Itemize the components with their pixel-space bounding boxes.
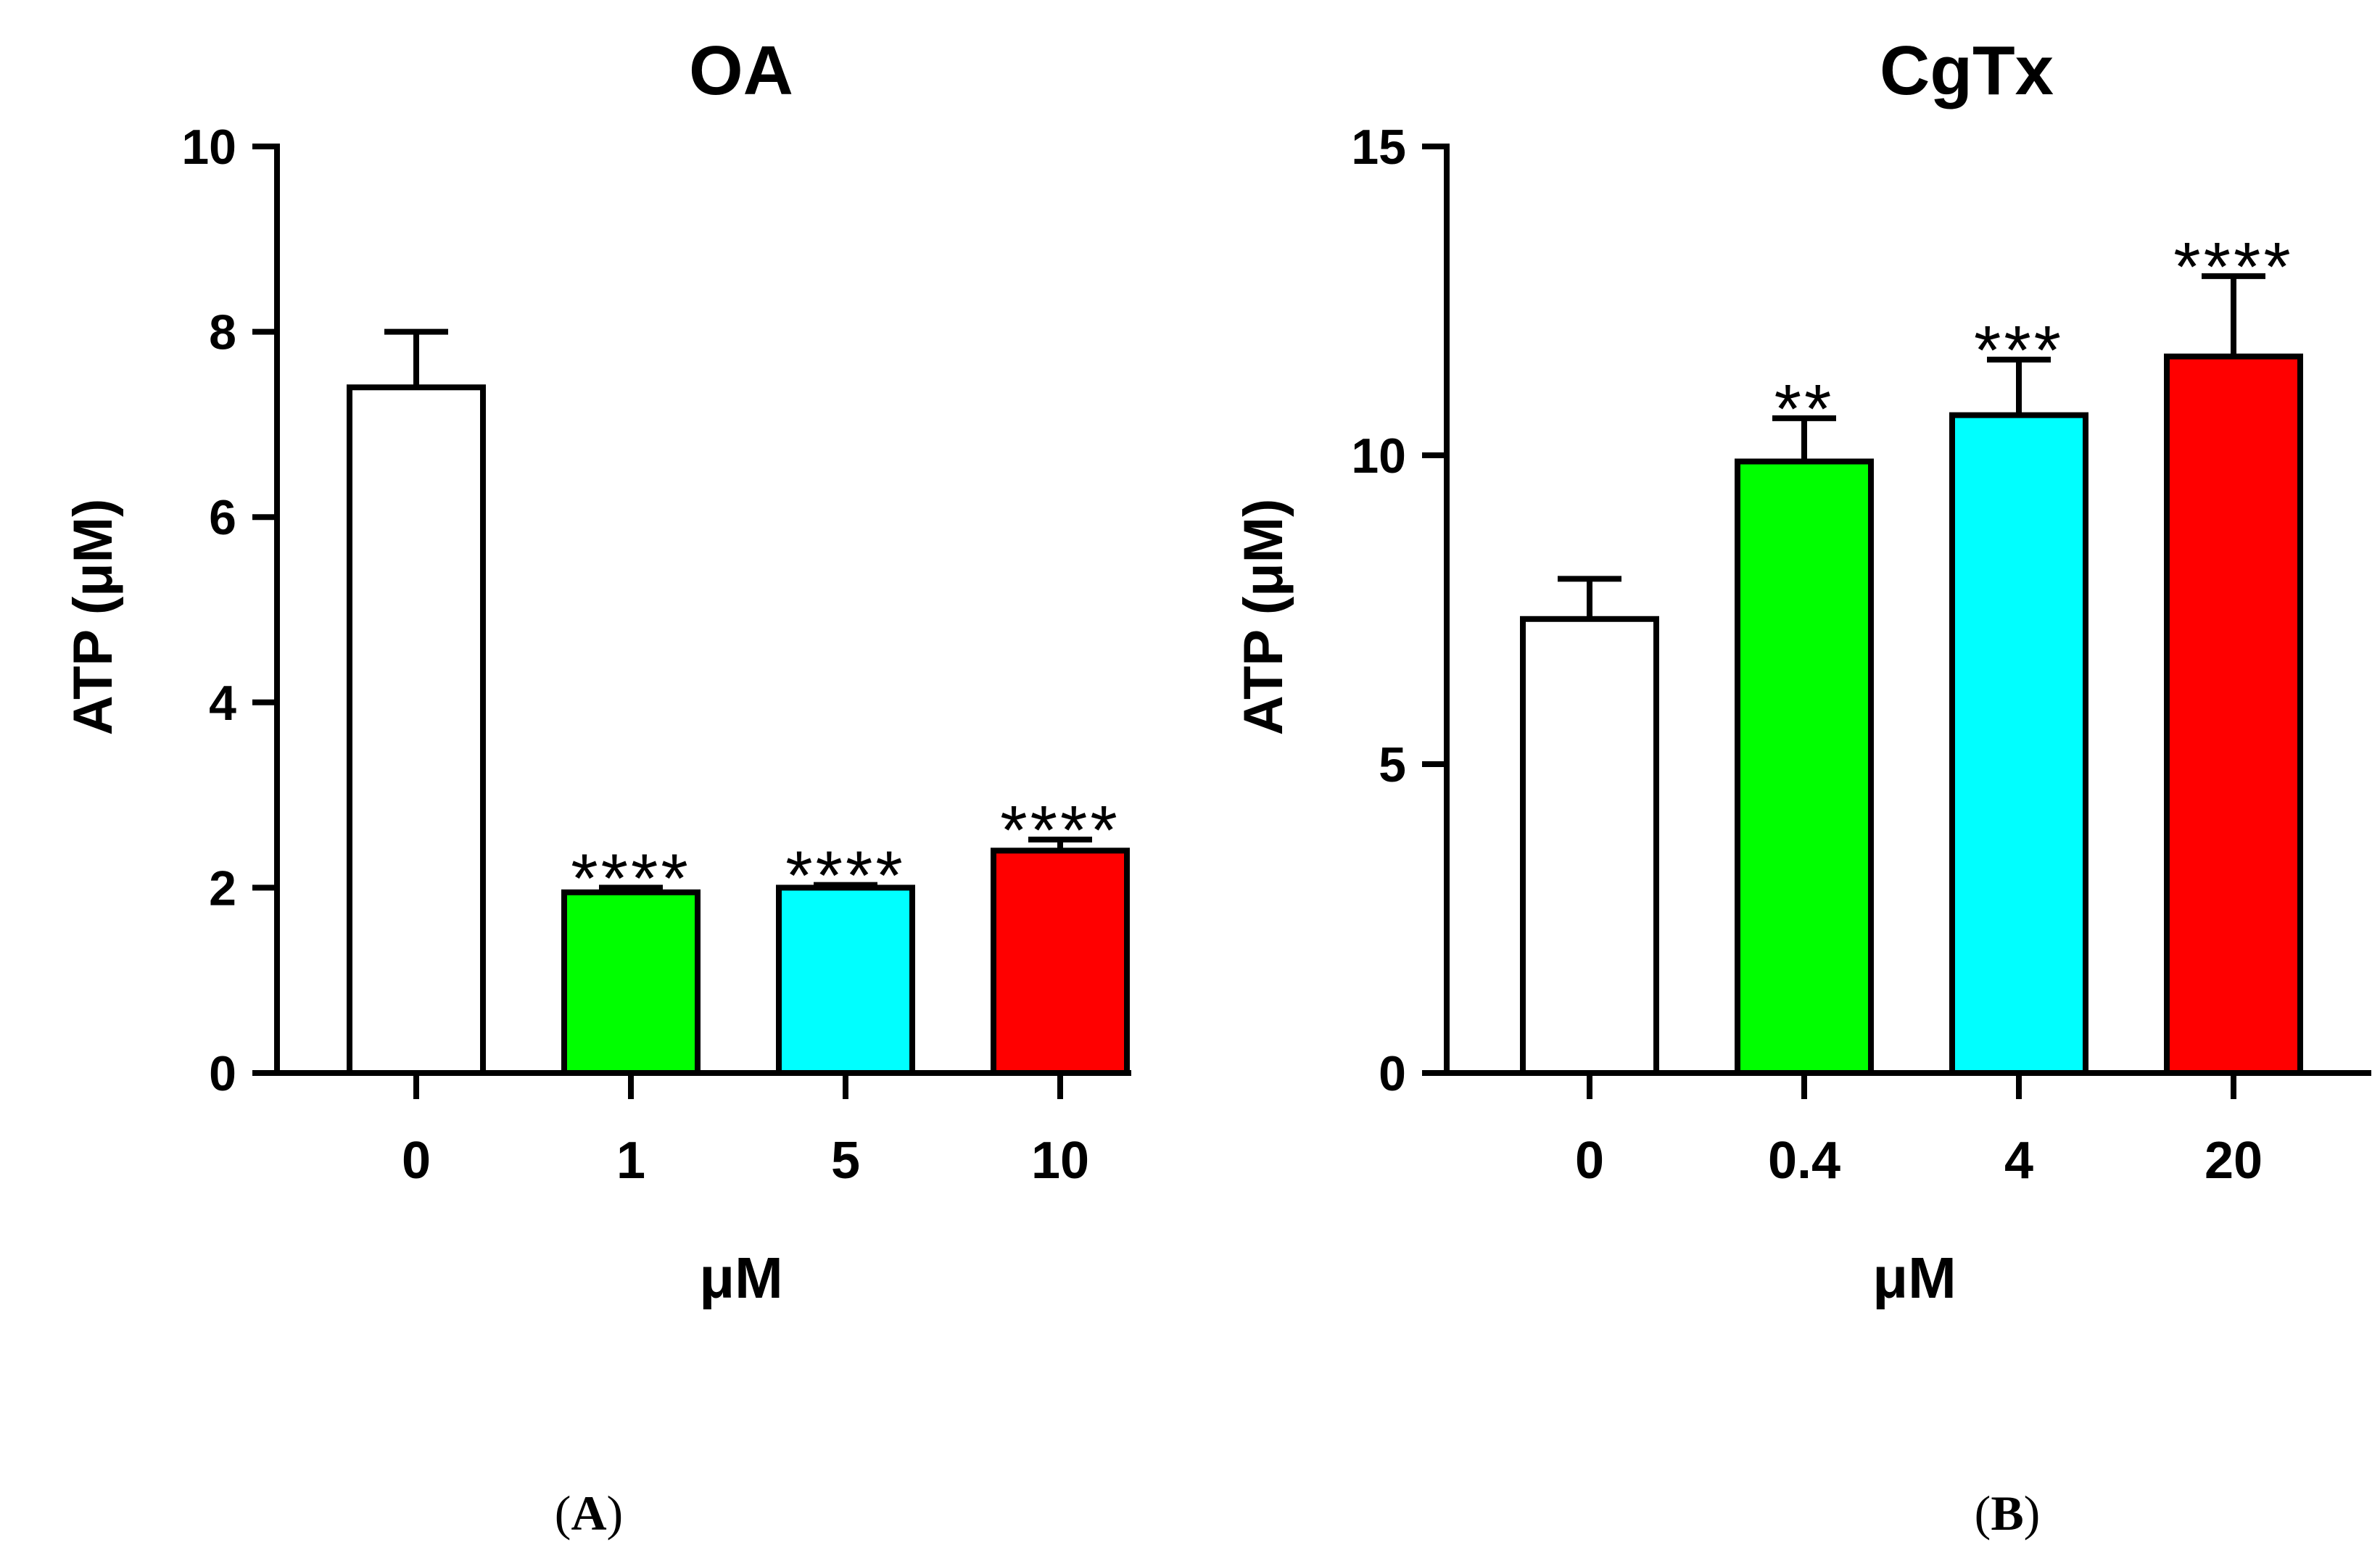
y-tick-label: 8 [209,305,236,360]
panel-letter: A [571,1486,606,1541]
y-tick-label: 0 [209,1046,236,1101]
x-tick-label: 0 [402,1132,431,1190]
x-axis-label: μM [1872,1246,1957,1310]
panel-label: (B) [1975,1486,2041,1541]
x-tick-label: 1 [616,1132,645,1190]
y-axis-label: ATP (μM) [1233,499,1294,736]
y-tick-label: 10 [181,120,236,175]
panel-label: (A) [555,1486,623,1541]
y-tick-label: 2 [209,861,236,916]
panel-letter: B [1991,1486,2023,1541]
bar [561,889,701,1077]
y-tick-label: 0 [1379,1046,1406,1101]
y-tick-label: 5 [1379,737,1406,792]
x-tick-label: 0.4 [1768,1132,1840,1190]
y-tick-label: 10 [1351,428,1406,484]
x-tick-label: 20 [2205,1132,2263,1190]
y-tick-label: 15 [1351,120,1406,175]
significance-label: **** [785,837,905,915]
panel-b: CgTx 0 5 10 15 ATP (μM) 0 0.4 ** 4 *** 20 **** μM (B) [1233,32,2371,1541]
significance-label: **** [1000,792,1120,869]
y-axis-label: ATP (μM) [62,499,124,736]
bar [2164,353,2303,1076]
significance-label: *** [1974,312,2064,389]
x-tick-label: 10 [1031,1132,1089,1190]
chart-title: CgTx [1880,32,2054,109]
bar [991,848,1130,1077]
bar [1949,412,2088,1076]
x-tick-label: 5 [831,1132,860,1190]
chart-title: OA [689,32,793,109]
y-tick-label: 4 [209,676,236,731]
bar [347,384,486,1076]
significance-label: **** [2173,228,2293,306]
bar [776,884,915,1077]
significance-label: **** [571,840,690,917]
bar [1520,616,1659,1076]
y-tick-label: 6 [209,490,236,545]
significance-label: ** [1774,370,1835,448]
bar [1735,458,1874,1076]
x-tick-label: 4 [2004,1132,2033,1190]
x-tick-label: 0 [1575,1132,1604,1190]
panel-a: OA 0 2 4 6 8 10 ATP (μM) 0 1 **** 5 **** 10 **** μM (A) [62,32,1131,1541]
x-axis-label: μM [699,1246,783,1310]
